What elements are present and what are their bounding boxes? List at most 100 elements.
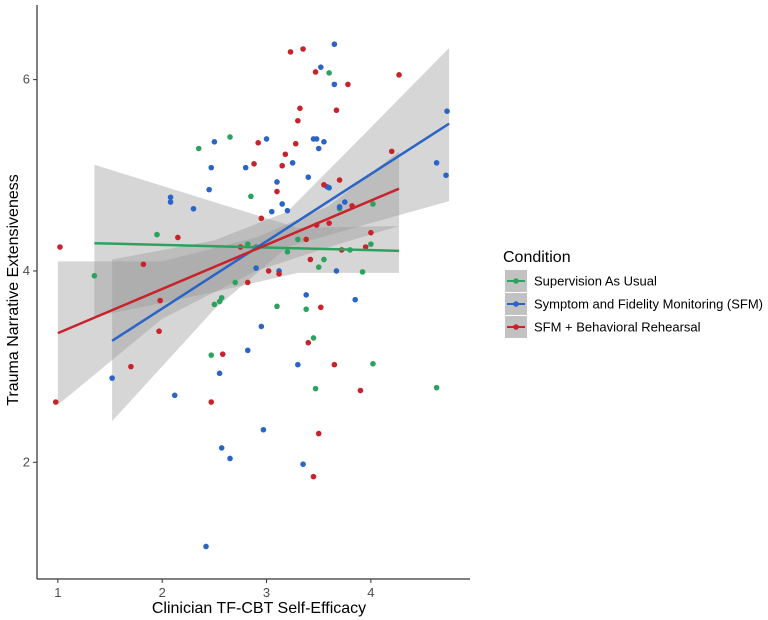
data-point [315,264,322,270]
data-point [208,164,215,171]
data-point [175,234,181,241]
legend: Condition Supervision As Usual Symptom an… [503,249,763,338]
data-point [218,294,225,301]
data-point [242,164,249,171]
data-point [282,151,289,158]
y-tick-label: 2 [23,454,30,469]
data-point [444,108,450,114]
data-point [244,241,251,247]
data-point [305,174,312,180]
legend-item: SFM + Behavioral Rehearsal [505,316,701,338]
data-point [315,145,322,152]
data-point [303,306,309,313]
data-point [370,201,376,207]
data-point [297,105,303,112]
data-point [265,268,272,274]
data-point [295,117,301,124]
data-point [388,148,395,155]
data-point [279,201,285,207]
data-point [274,188,280,195]
data-point [326,220,332,226]
data-point [274,303,280,310]
legend-label: SFM + Behavioral Rehearsal [534,320,701,335]
data-point [154,231,160,238]
data-point [244,347,251,354]
confidence-band [57,151,400,405]
data-point [315,430,322,437]
data-point [260,426,267,433]
legend-label: Supervision As Usual [534,274,657,289]
data-point [206,186,212,193]
data-point [171,392,178,399]
y-tick-label: 6 [23,72,30,87]
data-point [287,49,294,55]
data-point [284,207,291,214]
data-point [326,70,332,76]
data-point [263,136,270,142]
data-point [157,297,163,304]
data-point [218,445,225,451]
data-point [128,363,134,370]
data-point [352,296,359,303]
data-point [52,399,59,405]
legend-key-point [513,324,519,330]
data-point [357,387,364,394]
data-point [258,323,265,330]
data-point [300,461,306,468]
data-point [336,177,343,183]
data-point [331,361,338,368]
data-point [370,360,376,367]
y-tick-label: 4 [23,263,30,278]
data-point [289,160,296,166]
data-point [208,399,215,405]
axes: 1 2 3 4 2 4 6 [23,5,470,600]
data-point [310,473,317,480]
x-tick-label: 1 [54,585,61,600]
data-point [362,244,369,250]
confidence-bands [57,48,450,422]
data-point [292,140,299,147]
data-point [303,236,309,243]
data-point [219,351,226,357]
data-point [167,199,174,205]
regression-line [94,241,400,253]
y-axis-title: Trauma Narrative Extensiveness [5,174,22,406]
data-point [333,107,340,114]
legend-item: Supervision As Usual [505,270,657,292]
legend-key-point [513,278,519,284]
x-tick-label: 3 [263,585,270,600]
data-point [312,69,319,75]
data-point [433,160,440,166]
data-point [307,256,314,263]
data-point [244,279,251,286]
data-point [310,335,317,341]
legend-key-point [513,301,519,307]
legend-item: Symptom and Fidelity Monitoring (SFM) [505,293,763,315]
data-point [279,162,285,169]
data-point [190,205,197,212]
data-point [276,271,282,277]
data-point [274,179,280,185]
data-point [359,269,366,275]
data-point [312,385,319,392]
data-point [57,244,63,250]
data-point [341,199,348,205]
data-point [227,455,233,462]
data-point [321,139,327,145]
data-point [300,46,306,52]
data-point [195,145,202,152]
data-point [326,184,332,191]
data-point [321,182,327,188]
data-point [321,256,327,263]
data-point [253,265,259,271]
data-point [331,41,338,48]
legend-title: Condition [503,249,571,266]
data-point [368,229,374,236]
data-point [345,81,351,88]
data-point [305,339,312,346]
data-point [284,249,291,255]
data-point [140,261,147,268]
data-point [258,215,265,222]
